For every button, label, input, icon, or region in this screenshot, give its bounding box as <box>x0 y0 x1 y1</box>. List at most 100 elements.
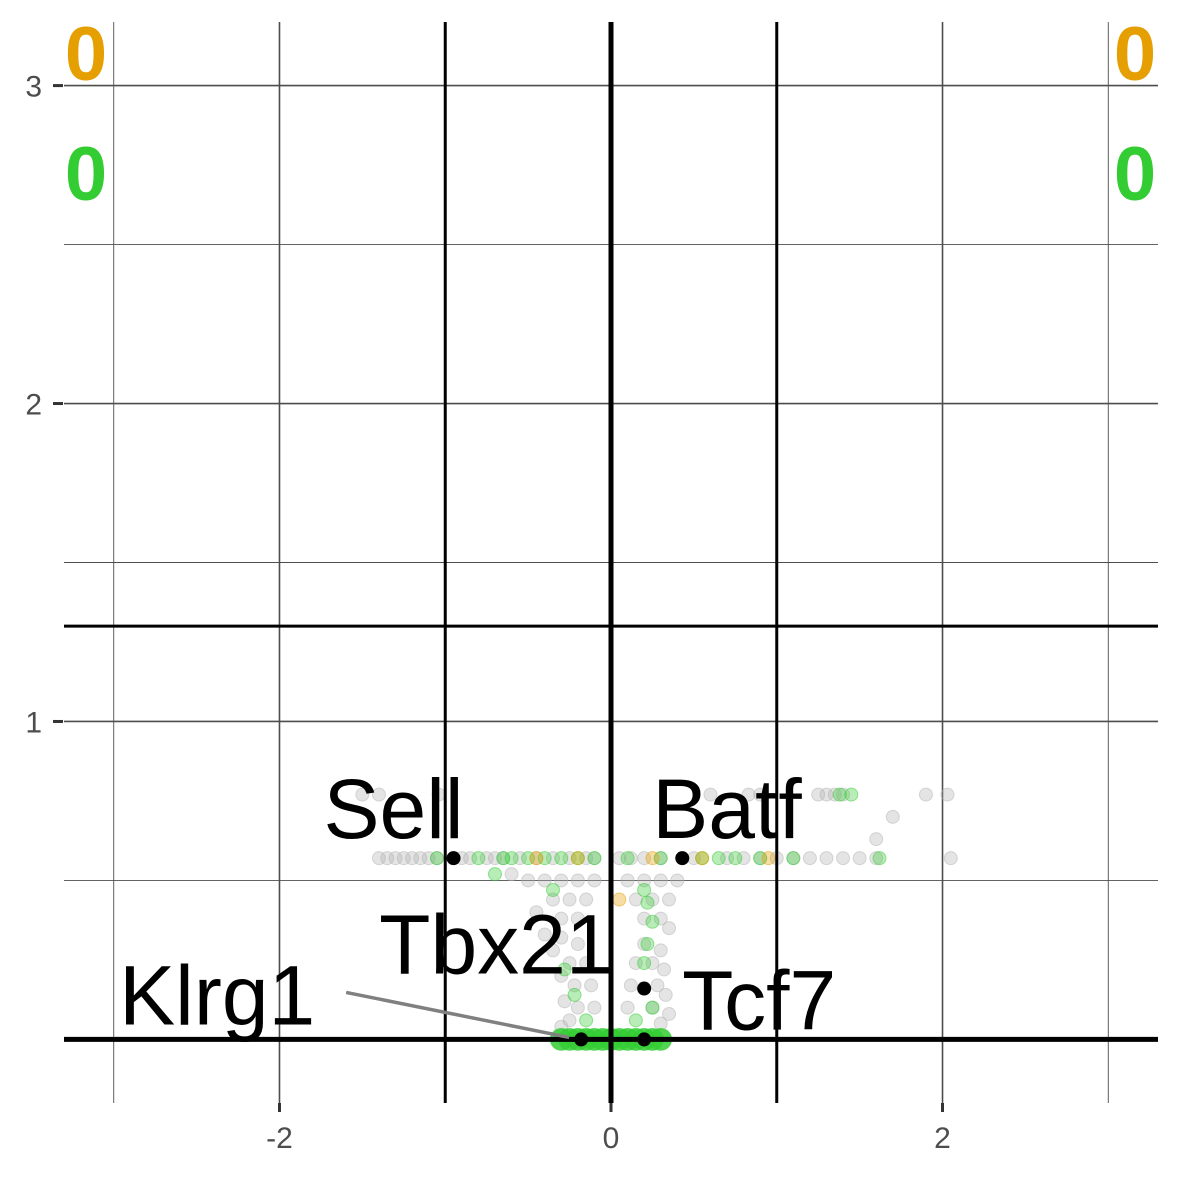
data-point <box>521 851 536 866</box>
data-point <box>554 930 569 945</box>
data-point <box>487 851 502 866</box>
data-point <box>471 851 486 866</box>
y-tick-label: 1 <box>25 706 42 739</box>
data-point <box>623 978 638 993</box>
data-point <box>637 956 652 971</box>
data-point <box>584 978 599 993</box>
data-point <box>380 851 395 866</box>
labeled-gene-point <box>574 1032 589 1047</box>
data-point <box>554 873 569 888</box>
data-point <box>711 851 726 866</box>
data-point <box>637 911 652 926</box>
reference-lines <box>64 22 1158 1103</box>
labeled-gene-point <box>637 981 652 996</box>
gene-label: Batf <box>652 762 802 856</box>
data-point <box>653 873 668 888</box>
data-point <box>662 921 677 936</box>
data-point <box>670 873 685 888</box>
data-point <box>562 892 577 907</box>
data-point <box>496 851 511 866</box>
data-point <box>620 851 635 866</box>
data-point <box>695 851 710 866</box>
count-label-upper-right: 0 <box>1114 132 1156 217</box>
data-point <box>637 873 652 888</box>
gene-labels: Sell Batf Tbx21 Tcf7 Klrg1 <box>119 762 836 1047</box>
y-tick-label: 3 <box>25 71 42 104</box>
gene-label: Klrg1 <box>119 948 315 1042</box>
data-point <box>832 787 847 802</box>
data-point <box>872 851 887 866</box>
data-point <box>786 851 801 866</box>
data-point <box>736 851 751 866</box>
data-point <box>612 892 627 907</box>
data-point <box>885 809 900 824</box>
data-point <box>728 851 743 866</box>
data-point <box>620 873 635 888</box>
data-point <box>579 851 594 866</box>
data-point <box>567 978 582 993</box>
data-point <box>371 787 386 802</box>
data-point <box>653 851 668 866</box>
data-point <box>429 851 444 866</box>
data-point <box>545 892 560 907</box>
labeled-gene-point <box>446 851 461 866</box>
data-point <box>844 787 859 802</box>
data-point <box>640 895 655 910</box>
data-point <box>657 962 672 977</box>
data-point <box>570 851 585 866</box>
data-point <box>869 832 884 847</box>
data-point <box>802 851 817 866</box>
data-point <box>753 851 768 866</box>
data-point <box>529 851 544 866</box>
count-label-top-right: 0 <box>1114 12 1156 97</box>
data-point <box>637 937 652 952</box>
data-point <box>587 1000 602 1015</box>
data-point <box>557 994 572 1009</box>
data-point <box>703 787 718 802</box>
data-point <box>570 937 585 952</box>
data-point <box>741 787 756 802</box>
data-point <box>421 851 436 866</box>
data-point <box>662 1006 677 1021</box>
data-point <box>487 867 502 882</box>
data-point <box>653 911 668 926</box>
x-tick-label: -2 <box>266 1122 293 1155</box>
data-point <box>579 956 594 971</box>
data-point <box>637 851 652 866</box>
labeled-gene-point <box>675 851 690 866</box>
data-point <box>836 851 851 866</box>
data-point <box>720 851 735 866</box>
data-point <box>570 911 585 926</box>
data-point <box>637 882 652 897</box>
data-point <box>819 851 834 866</box>
data-point <box>504 851 519 866</box>
gene-label: Tbx21 <box>379 898 612 992</box>
gene-label: Tcf7 <box>682 953 836 1047</box>
data-point <box>554 911 569 926</box>
data-point <box>653 943 668 958</box>
data-point <box>645 851 660 866</box>
data-point <box>557 962 572 977</box>
data-point <box>836 787 851 802</box>
data-point <box>579 1013 594 1028</box>
data-point <box>662 892 677 907</box>
data-point <box>504 867 519 882</box>
data-point <box>537 851 552 866</box>
data-point <box>918 787 933 802</box>
axis-ticks: -2 0 2 1 2 3 <box>25 71 951 1155</box>
data-point <box>761 851 776 866</box>
data-point <box>562 851 577 866</box>
data-point <box>479 851 494 866</box>
data-point <box>355 787 370 802</box>
data-point <box>827 787 842 802</box>
x-tick-label: 2 <box>934 1122 951 1155</box>
data-point <box>943 851 958 866</box>
data-point <box>852 851 867 866</box>
data-point <box>463 851 478 866</box>
data-point <box>388 851 403 866</box>
data-point <box>554 968 569 983</box>
gene-label: Sell <box>324 762 464 856</box>
data-point <box>545 943 560 958</box>
data-point <box>371 851 386 866</box>
data-point <box>811 787 826 802</box>
